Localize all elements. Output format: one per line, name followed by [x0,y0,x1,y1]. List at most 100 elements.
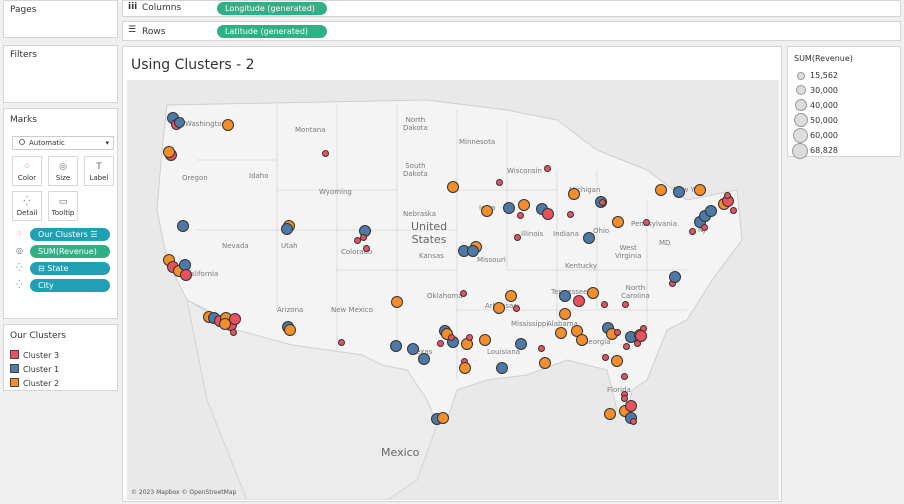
city-mark[interactable] [353,236,361,244]
rows-shelf[interactable]: ☰ Rows Latitude (generated) [122,21,901,41]
city-mark[interactable] [729,206,737,214]
city-mark[interactable] [515,338,527,350]
map-attribution[interactable]: © 2023 Mapbox © OpenStreetMap [131,489,237,496]
size-field-icon: ◎ [16,246,23,255]
city-mark[interactable] [281,223,293,235]
city-mark[interactable] [437,412,449,424]
city-mark[interactable] [583,232,595,244]
columns-pill[interactable]: Longitude (generated) [217,2,327,15]
city-mark[interactable] [629,417,637,425]
city-mark[interactable] [359,233,367,241]
city-mark[interactable] [723,191,731,199]
city-mark[interactable] [537,344,545,352]
city-mark[interactable] [321,149,329,157]
city-mark[interactable] [700,223,708,231]
field-our-clusters[interactable]: Our Clusters ☰ [30,228,110,241]
city-mark[interactable] [655,184,667,196]
city-mark[interactable] [625,400,637,412]
columns-shelf[interactable]: iii Columns Longitude (generated) [122,0,901,17]
city-mark[interactable] [229,313,241,325]
city-mark[interactable] [573,295,585,307]
city-mark[interactable] [467,245,479,257]
city-mark[interactable] [543,164,551,172]
size-button[interactable]: ◎ Size [48,156,78,186]
city-mark[interactable] [621,300,629,308]
rows-pill[interactable]: Latitude (generated) [217,25,327,38]
city-mark[interactable] [566,210,574,218]
city-mark[interactable] [219,318,231,330]
city-mark[interactable] [173,116,185,128]
city-mark[interactable] [459,289,467,297]
city-mark[interactable] [705,205,717,217]
city-mark[interactable] [598,198,606,206]
city-mark[interactable] [177,220,189,232]
city-mark[interactable] [587,287,599,299]
city-mark[interactable] [493,302,505,314]
city-mark[interactable] [229,328,237,336]
city-mark[interactable] [516,211,524,219]
city-mark[interactable] [180,269,192,281]
city-mark[interactable] [391,296,403,308]
city-mark[interactable] [479,334,491,346]
filters-card[interactable]: Filters [3,45,118,103]
tooltip-button[interactable]: ▭ Tooltip [48,191,78,221]
field-sum-revenue[interactable]: SUM(Revenue) [30,245,110,258]
legend-item-cluster-2[interactable]: Cluster 2 [10,378,59,388]
city-mark[interactable] [601,353,609,361]
size-label-4: 50,000 [810,116,838,125]
label-button[interactable]: T Label [84,156,114,186]
city-mark[interactable] [559,290,571,302]
city-mark[interactable] [496,362,508,374]
city-mark[interactable] [390,340,402,352]
label-montana: Montana [295,126,326,134]
city-mark[interactable] [222,119,234,131]
city-mark[interactable] [418,353,430,365]
city-mark[interactable] [436,339,444,347]
label-washington: Washington [185,120,227,128]
city-mark[interactable] [611,355,623,367]
color-button[interactable]: ⁘ Color [12,156,42,186]
city-mark[interactable] [539,357,551,369]
city-mark[interactable] [622,342,630,350]
city-mark[interactable] [555,327,567,339]
city-mark[interactable] [694,184,706,196]
field-state[interactable]: ⊟ State [30,262,110,275]
detail-button[interactable]: ⁛ Detail [12,191,42,221]
city-mark[interactable] [673,186,685,198]
city-mark[interactable] [576,334,588,346]
city-mark[interactable] [503,202,515,214]
city-mark[interactable] [620,372,628,380]
city-mark[interactable] [459,362,471,374]
city-mark[interactable] [284,324,296,336]
city-mark[interactable] [613,328,621,336]
city-mark[interactable] [513,233,521,241]
city-mark[interactable] [620,394,628,402]
city-mark[interactable] [465,333,473,341]
city-mark[interactable] [481,205,493,217]
city-mark[interactable] [407,343,419,355]
city-mark[interactable] [505,290,517,302]
legend-item-cluster-3[interactable]: Cluster 3 [10,350,59,360]
city-mark[interactable] [362,244,370,252]
legend-item-cluster-1[interactable]: Cluster 1 [10,364,59,374]
city-mark[interactable] [512,304,520,312]
map[interactable]: Washington Montana North Dakota Minnesot… [127,80,779,500]
mark-type-dropdown[interactable]: Automatic ▾ [12,136,114,150]
field-city[interactable]: City [30,279,110,292]
city-mark[interactable] [688,227,696,235]
city-mark[interactable] [495,178,503,186]
city-mark[interactable] [568,188,580,200]
city-mark[interactable] [635,330,647,342]
city-mark[interactable] [612,216,624,228]
city-mark[interactable] [604,408,616,420]
city-mark[interactable] [559,308,571,320]
city-mark[interactable] [600,300,608,308]
city-mark[interactable] [642,218,650,226]
city-mark[interactable] [163,146,175,158]
city-mark[interactable] [518,199,530,211]
city-mark[interactable] [337,338,345,346]
city-mark[interactable] [542,208,554,220]
city-mark[interactable] [447,181,459,193]
city-mark[interactable] [669,271,681,283]
city-mark[interactable] [447,333,455,341]
